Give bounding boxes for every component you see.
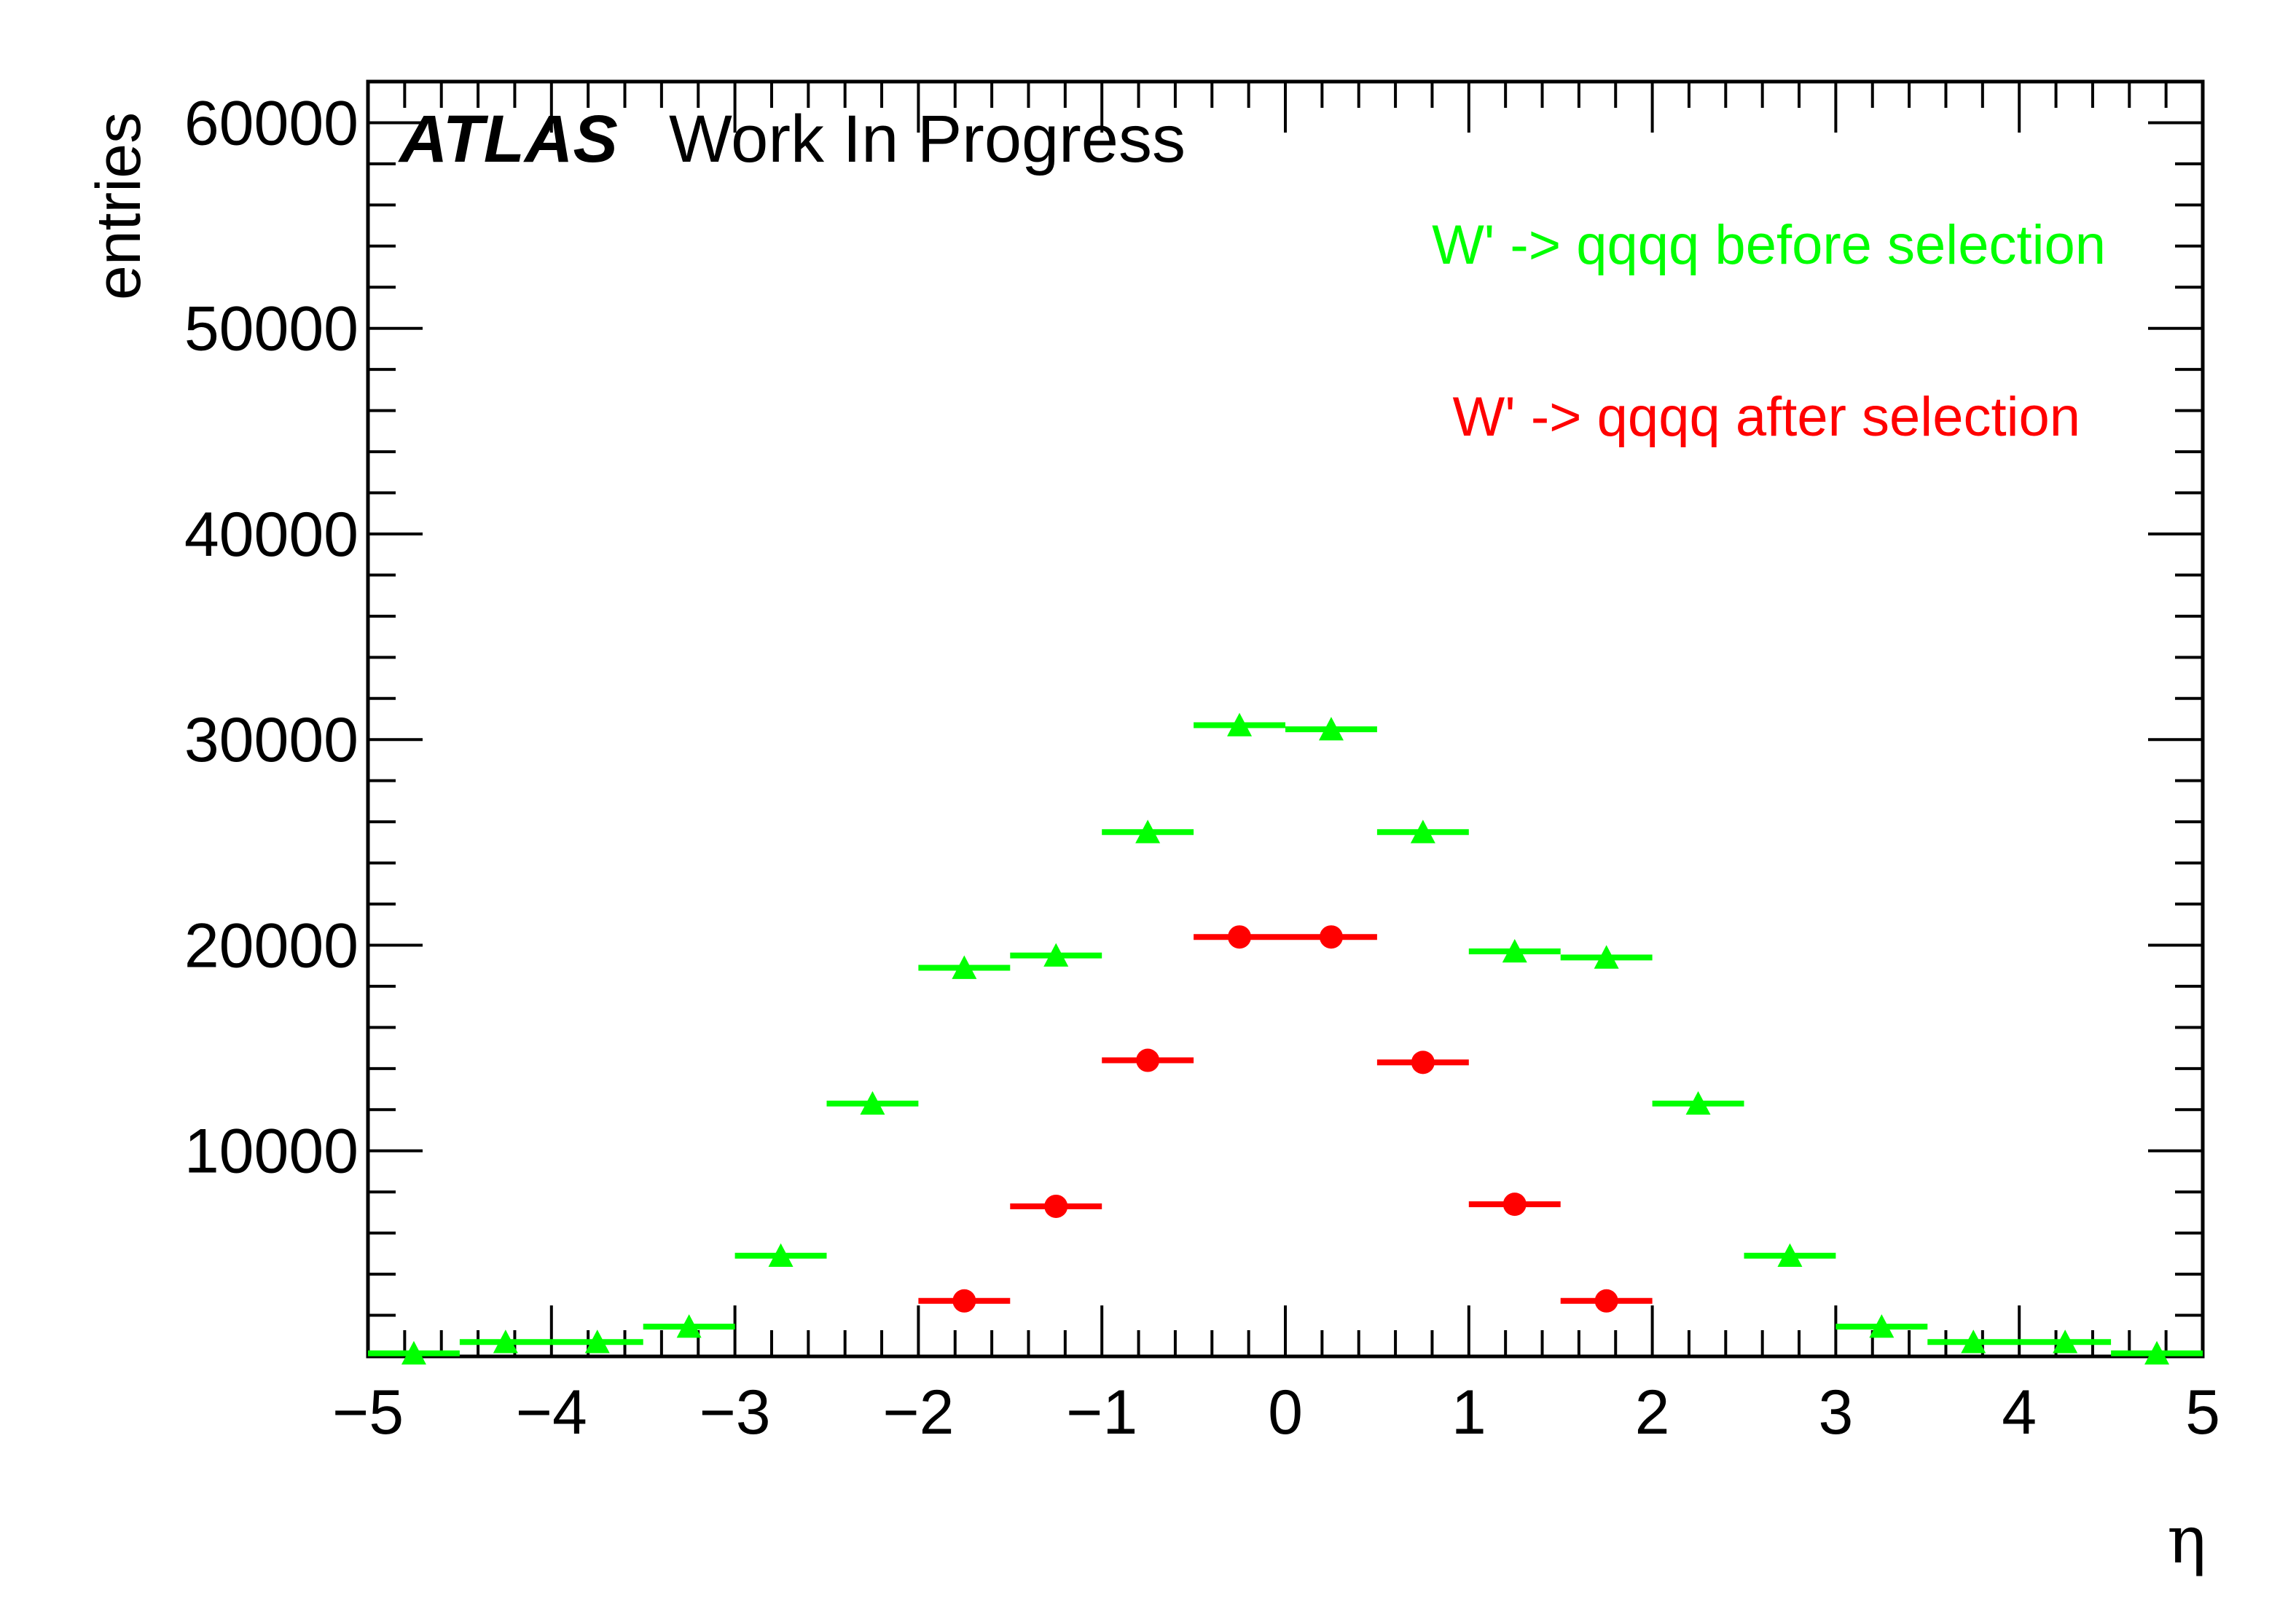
- triangle-marker: [1594, 945, 1619, 969]
- y-tick-label: 60000: [184, 88, 358, 158]
- x-tick-label: −4: [516, 1378, 587, 1447]
- plot-frame: [366, 79, 2205, 1359]
- x-tick-label: −5: [332, 1378, 404, 1447]
- triangle-marker: [584, 1329, 610, 1354]
- triangle-marker: [1961, 1329, 1986, 1354]
- x-tick-label: 0: [1268, 1378, 1303, 1447]
- legend-entry-before-selection: W' -> qqqq before selection: [1432, 214, 2106, 276]
- x-tick-label: −1: [1066, 1378, 1137, 1447]
- triangle-marker: [1135, 820, 1161, 844]
- y-tick-label: 50000: [184, 294, 358, 364]
- data-marks: [368, 712, 2203, 1365]
- triangle-marker: [2144, 1340, 2170, 1365]
- series-after-selection: [918, 925, 1653, 1313]
- y-axis-title: entries: [84, 112, 154, 300]
- triangle-marker: [1318, 717, 1344, 741]
- axis-ticks: [367, 82, 2204, 1356]
- x-tick-label: −2: [882, 1378, 954, 1447]
- triangle-marker: [493, 1329, 518, 1354]
- triangle-marker: [1685, 1091, 1711, 1115]
- triangle-marker: [952, 955, 977, 979]
- circle-marker: [1502, 1193, 1527, 1217]
- x-tick-label: −3: [700, 1378, 771, 1447]
- triangle-marker: [401, 1340, 426, 1365]
- circle-marker: [1044, 1194, 1068, 1218]
- atlas-label: ATLAS: [398, 102, 618, 176]
- x-tick-label: 3: [1818, 1378, 1853, 1447]
- triangle-marker: [2053, 1329, 2078, 1354]
- circle-marker: [952, 1289, 976, 1313]
- triangle-marker: [1410, 820, 1435, 844]
- circle-marker: [1319, 925, 1343, 949]
- circle-marker: [1228, 925, 1252, 949]
- triangle-marker: [1043, 943, 1069, 967]
- triangle-marker: [676, 1314, 702, 1338]
- y-tick-label: 30000: [184, 705, 358, 775]
- work-in-progress-label: Work In Progress: [669, 102, 1186, 176]
- y-tick-label: 20000: [184, 911, 358, 981]
- triangle-marker: [1227, 712, 1253, 736]
- y-tick-labels: 10000 20000 30000 40000 50000 60000: [184, 88, 358, 1186]
- triangle-marker: [1502, 938, 1527, 963]
- x-tick-label: 5: [2185, 1378, 2220, 1447]
- circle-marker: [1136, 1048, 1160, 1072]
- triangle-marker: [860, 1091, 885, 1115]
- x-tick-label: 2: [1635, 1378, 1670, 1447]
- x-tick-label: 1: [1451, 1378, 1486, 1447]
- y-tick-label: 10000: [184, 1117, 358, 1187]
- circle-marker: [1411, 1050, 1435, 1074]
- triangle-marker: [1777, 1243, 1803, 1267]
- triangle-marker: [768, 1243, 794, 1267]
- x-tick-label: 4: [2002, 1378, 2037, 1447]
- legend-entry-after-selection: W' -> qqqq after selection: [1453, 386, 2081, 448]
- series-before-selection: [368, 712, 2203, 1365]
- x-tick-labels: −5 −4 −3 −2 −1 0 1 2 3 4 5: [332, 1378, 2220, 1447]
- y-tick-label: 40000: [184, 500, 358, 570]
- circle-marker: [1594, 1289, 1618, 1313]
- x-axis-title: η: [2167, 1502, 2206, 1579]
- triangle-marker: [1869, 1314, 1895, 1338]
